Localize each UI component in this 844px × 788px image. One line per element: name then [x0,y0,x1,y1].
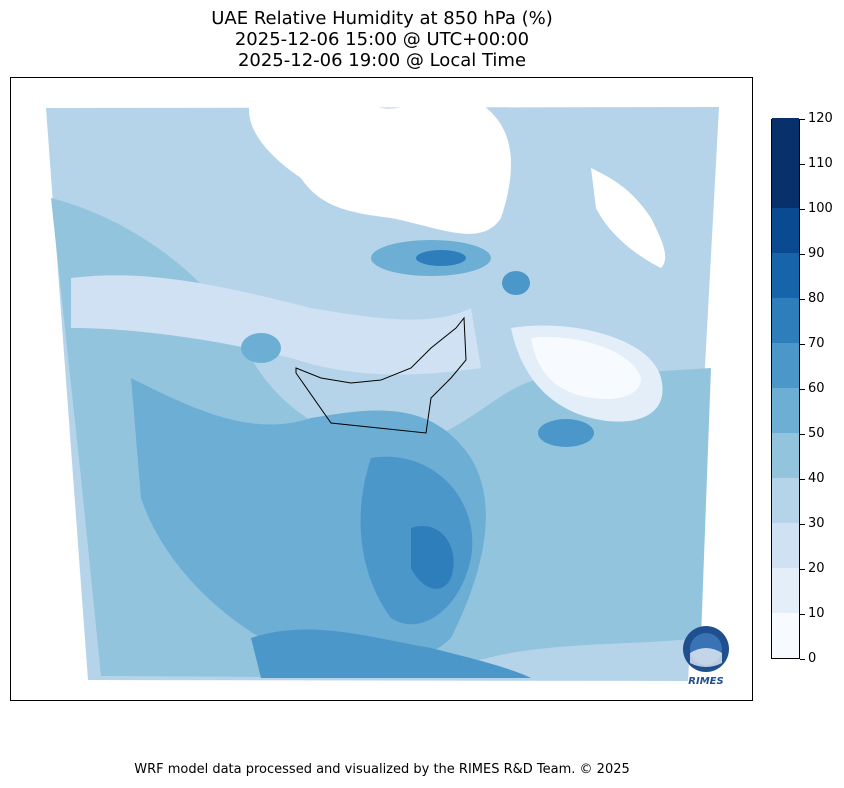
missing-data-ne [591,168,666,268]
colorbar-segment [772,163,799,208]
colorbar-segment [772,478,799,523]
humidity-pocket-west [241,333,281,363]
footer-credit: WRF model data processed and visualized … [134,762,630,777]
dry-region-east-core [531,337,641,399]
colorbar-segment [772,343,799,388]
colorbar-tick [800,209,805,210]
rimes-logo-text: RIMES [688,676,724,687]
colorbar [771,118,800,659]
humidity-region-20-30 [71,275,481,375]
humidity-region-70-80 [411,526,454,589]
humidity-pocket-ne [502,271,530,295]
colorbar-tick-label: 0 [808,651,817,666]
colorbar-tick-label: 60 [808,381,825,396]
humidity-region-60-70 [251,629,531,678]
humidity-pocket-east [538,419,594,447]
colorbar-segment [772,298,799,343]
colorbar-tick-label: 50 [808,426,825,441]
colorbar-tick [800,614,805,615]
colorbar-tick [800,164,805,165]
colorbar-tick [800,254,805,255]
colorbar-tick [800,344,805,345]
humidity-pocket-north-core [416,250,466,266]
colorbar-segment [772,433,799,478]
colorbar-tick-label: 70 [808,336,825,351]
title-line-3: 2025-12-06 19:00 @ Local Time [237,50,527,71]
colorbar-tick [800,299,805,300]
colorbar-segment [772,118,799,163]
colorbar-segment [772,613,799,658]
colorbar-tick-label: 80 [808,291,825,306]
title-line-1: UAE Relative Humidity at 850 hPa (%) [211,8,553,29]
colorbar-segment [772,568,799,613]
map-title: UAE Relative Humidity at 850 hPa (%) 202… [0,8,764,71]
title-line-2: 2025-12-06 15:00 @ UTC+00:00 [234,29,530,50]
colorbar-segment [772,208,799,253]
colorbar-segment [772,253,799,298]
colorbar-tick-label: 120 [808,111,833,126]
colorbar-tick [800,119,805,120]
colorbar-tick-label: 30 [808,516,825,531]
missing-data-north [249,95,511,234]
colorbar-tick-label: 40 [808,471,825,486]
colorbar-tick-label: 100 [808,201,833,216]
colorbar-tick-label: 90 [808,246,825,261]
colorbar-tick-label: 20 [808,561,825,576]
rimes-logo: RIMES [681,623,731,689]
map-frame [10,77,753,701]
colorbar-tick [800,434,805,435]
colorbar-tick [800,524,805,525]
colorbar-segment [772,388,799,433]
colorbar-tick-label: 10 [808,606,825,621]
colorbar-tick-label: 110 [808,156,833,171]
rimes-logo-icon [683,626,729,672]
colorbar-tick [800,569,805,570]
humidity-map [46,95,719,681]
colorbar-tick [800,659,805,660]
colorbar-tick [800,389,805,390]
colorbar-segment [772,523,799,568]
colorbar-tick [800,479,805,480]
uae-border [295,316,467,434]
